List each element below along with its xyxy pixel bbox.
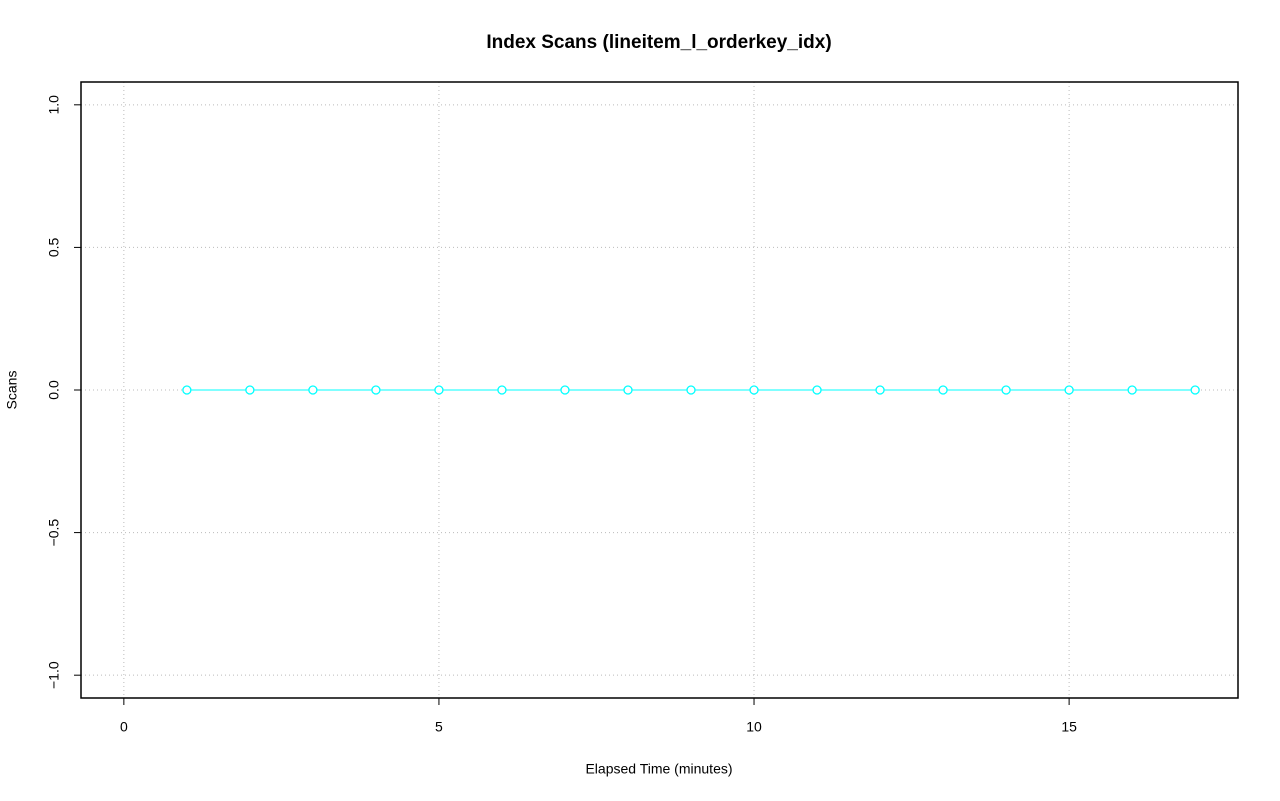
- y-tick-label: −0.5: [46, 519, 62, 547]
- data-point: [434, 385, 444, 395]
- data-point: [182, 385, 192, 395]
- x-tick-label: 15: [1061, 719, 1077, 735]
- y-axis-label: Scans: [4, 371, 20, 410]
- data-point: [1001, 385, 1011, 395]
- y-tick-label: −1.0: [46, 661, 62, 689]
- data-point: [938, 385, 948, 395]
- data-point: [1190, 385, 1200, 395]
- x-tick-label: 5: [435, 719, 443, 735]
- data-point: [371, 385, 381, 395]
- y-tick-label: 1.0: [46, 95, 62, 115]
- plot-frame: [80, 81, 1239, 699]
- data-point: [1064, 385, 1074, 395]
- data-point: [749, 385, 759, 395]
- x-tick-label: 0: [120, 719, 128, 735]
- x-axis-label: Elapsed Time (minutes): [585, 761, 732, 777]
- data-point: [623, 385, 633, 395]
- data-point: [308, 385, 318, 395]
- data-point: [812, 385, 822, 395]
- x-tick-label: 10: [746, 719, 762, 735]
- y-tick-label: 0.5: [46, 237, 62, 257]
- data-point: [1127, 385, 1137, 395]
- data-point: [245, 385, 255, 395]
- data-point: [497, 385, 507, 395]
- chart-title: Index Scans (lineitem_l_orderkey_idx): [486, 32, 831, 53]
- data-point: [875, 385, 885, 395]
- data-point: [560, 385, 570, 395]
- data-point: [686, 385, 696, 395]
- y-tick-label: 0.0: [46, 380, 62, 400]
